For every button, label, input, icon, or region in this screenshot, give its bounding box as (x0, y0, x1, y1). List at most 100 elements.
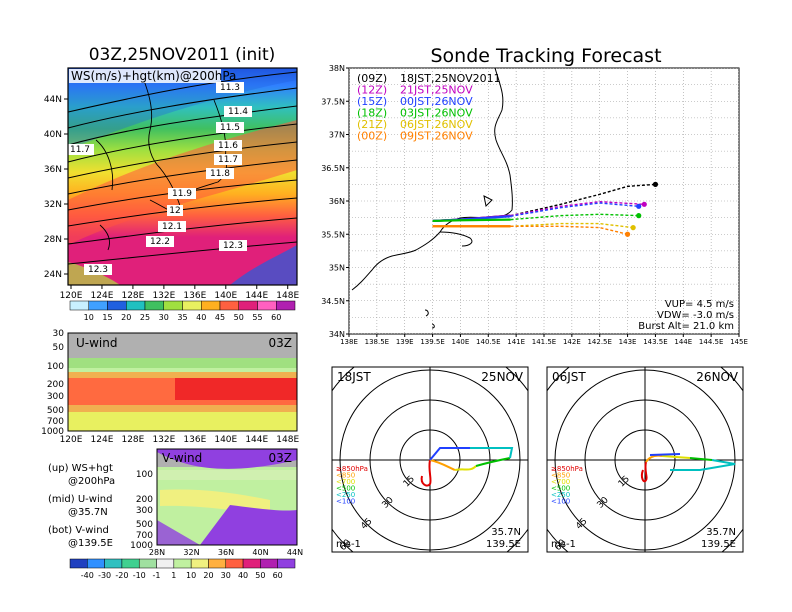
track-endpoint (630, 225, 636, 231)
vwind-colorbar-swatch (260, 558, 278, 569)
uwind-y-tick: 50 (53, 343, 65, 353)
track-series-dashed (510, 225, 628, 235)
uwind-x-tick: 148E (276, 435, 299, 445)
vwind-x-axis: 28N 32N 36N 40N 44N (149, 548, 303, 557)
ws-x-tick: 128E (121, 291, 144, 301)
ws-colorbar-swatch (126, 300, 146, 311)
hodo-legend-item: <700 (336, 478, 355, 486)
track-endpoint (641, 201, 647, 207)
track-x-tick: 140E (452, 338, 470, 346)
uwind-y-tick: 300 (47, 392, 64, 402)
vwind-y-tick: 300 (136, 506, 153, 516)
vwind-colorbar-label: 50 (255, 571, 265, 580)
ws-colorbar-label: 55 (252, 313, 262, 322)
ws-colorbar-swatch (69, 300, 89, 311)
note-up-level: @200hPa (68, 476, 115, 487)
coastline (351, 68, 513, 329)
hodo-legend-item: <700 (551, 478, 570, 486)
vwind-colorbar-swatch (242, 558, 261, 569)
ws-contour-label: 11.4 (228, 107, 248, 117)
ws-x-tick: 140E (214, 291, 237, 301)
track-info-line: Burst Alt= 21.0 km (638, 321, 734, 332)
vwind-colorbar-label: 1 (171, 571, 176, 580)
ws-colorbar-label: 35 (177, 313, 187, 322)
track-x-tick: 138.5E (365, 338, 389, 346)
ws-y-tick: 36N (44, 165, 62, 175)
ws-contour-label: 11.6 (218, 141, 238, 151)
track-y-tick: 38N (329, 64, 345, 73)
uwind-x-tick: 124E (91, 435, 114, 445)
hodo-legend-item: ≥850hPa (336, 465, 368, 473)
ws-map-label: WS(m/s)+hgt(km)@200hPa (71, 69, 236, 83)
track-legend-run: (00Z) (357, 130, 387, 143)
hodo-left-date: 25NOV (481, 370, 523, 384)
ws-colorbar-swatch (88, 300, 108, 311)
ws-colorbar-label: 15 (102, 313, 112, 322)
ws-y-tick: 40N (44, 130, 62, 140)
uwind-x-tick: 144E (245, 435, 268, 445)
ws-contour-label: 11.5 (220, 123, 240, 133)
vwind-colorbar-label: 20 (203, 571, 213, 580)
vwind-colorbar-label: -30 (98, 571, 111, 580)
ws-colorbar-swatch (201, 300, 221, 311)
track-legend-time: 06JST,26NOV (400, 118, 473, 131)
uwind-x-tick: 120E (60, 435, 83, 445)
hodo-legend-item: <500 (336, 485, 355, 493)
track-y-tick: 34.5N (321, 297, 345, 306)
note-mid-level: @35.7N (68, 507, 108, 518)
hodo-right-time: 06JST (552, 370, 586, 384)
ws-colorbar-swatch (107, 300, 127, 311)
track-endpoint (636, 203, 642, 209)
ws-x-tick: 136E (183, 291, 206, 301)
main-title: Sonde Tracking Forecast (430, 45, 661, 67)
hodo-legend-item: <850 (336, 472, 355, 480)
uwind-time: 03Z (269, 336, 293, 350)
track-legend-time: 00JST,26NOV (400, 95, 473, 108)
vwind-label: V-wind (162, 451, 202, 465)
ws-colorbar-swatch (219, 300, 239, 311)
ws-colorbar-label: 20 (121, 313, 131, 322)
track-x-axis: 138E 138.5E 139E 139.5E 140E 140.5E 141E 141.5E… (340, 334, 748, 346)
vwind-colorbar-label: 40 (238, 571, 248, 580)
panel-notes: (up) WS+hgt @200hPa (mid) U-wind @35.7N … (48, 463, 115, 549)
hodo-left-time: 18JST (337, 370, 371, 384)
hodo-legend-item: <250 (336, 491, 355, 499)
track-series-dashed (510, 213, 639, 221)
map-title: 03Z,25NOV2011 (init) (89, 45, 276, 65)
vwind-colorbar-swatch (156, 558, 175, 569)
hodograph-right-trace (640, 453, 736, 483)
uwind-label: U-wind (76, 336, 117, 350)
vwind-y-tick: 500 (136, 520, 153, 530)
ws-x-tick: 132E (152, 291, 175, 301)
track-legend-run: (09Z) (357, 72, 387, 85)
vwind-colorbar-swatch (69, 558, 88, 569)
uwind-x-tick: 132E (152, 435, 175, 445)
ws-y-tick: 44N (44, 95, 62, 105)
vwind-x-tick: 28N (149, 548, 165, 557)
track-x-tick: 143E (619, 338, 637, 346)
hodo-left-unit: ms-1 (336, 539, 361, 550)
track-y-tick: 36N (329, 197, 345, 206)
ws-contour-label: 12.1 (162, 222, 182, 232)
track-legend-time: 03JST,26NOV (400, 107, 473, 120)
vwind-x-tick: 32N (183, 548, 199, 557)
track-y-axis: 34N 34.5N 35N 35.5N 36N 36.5N 37N 37.5N 38N (321, 64, 349, 339)
track-legend-time: 21JST,25NOV (400, 84, 473, 97)
vwind-colorbar-swatch (87, 558, 105, 569)
vwind-x-tick: 40N (252, 548, 268, 557)
hodograph-left-trace (420, 447, 514, 487)
hodo-legend-item: <250 (551, 491, 570, 499)
ws-contour-label: 11.7 (70, 145, 90, 155)
ws-y-tick: 28N (44, 235, 62, 245)
ws-colorbar-swatch (238, 300, 258, 311)
vwind-colorbar-swatch (104, 558, 123, 569)
uwind-y-tick: 30 (53, 329, 65, 339)
track-x-tick: 143.5E (643, 338, 667, 346)
track-x-tick: 138E (340, 338, 358, 346)
